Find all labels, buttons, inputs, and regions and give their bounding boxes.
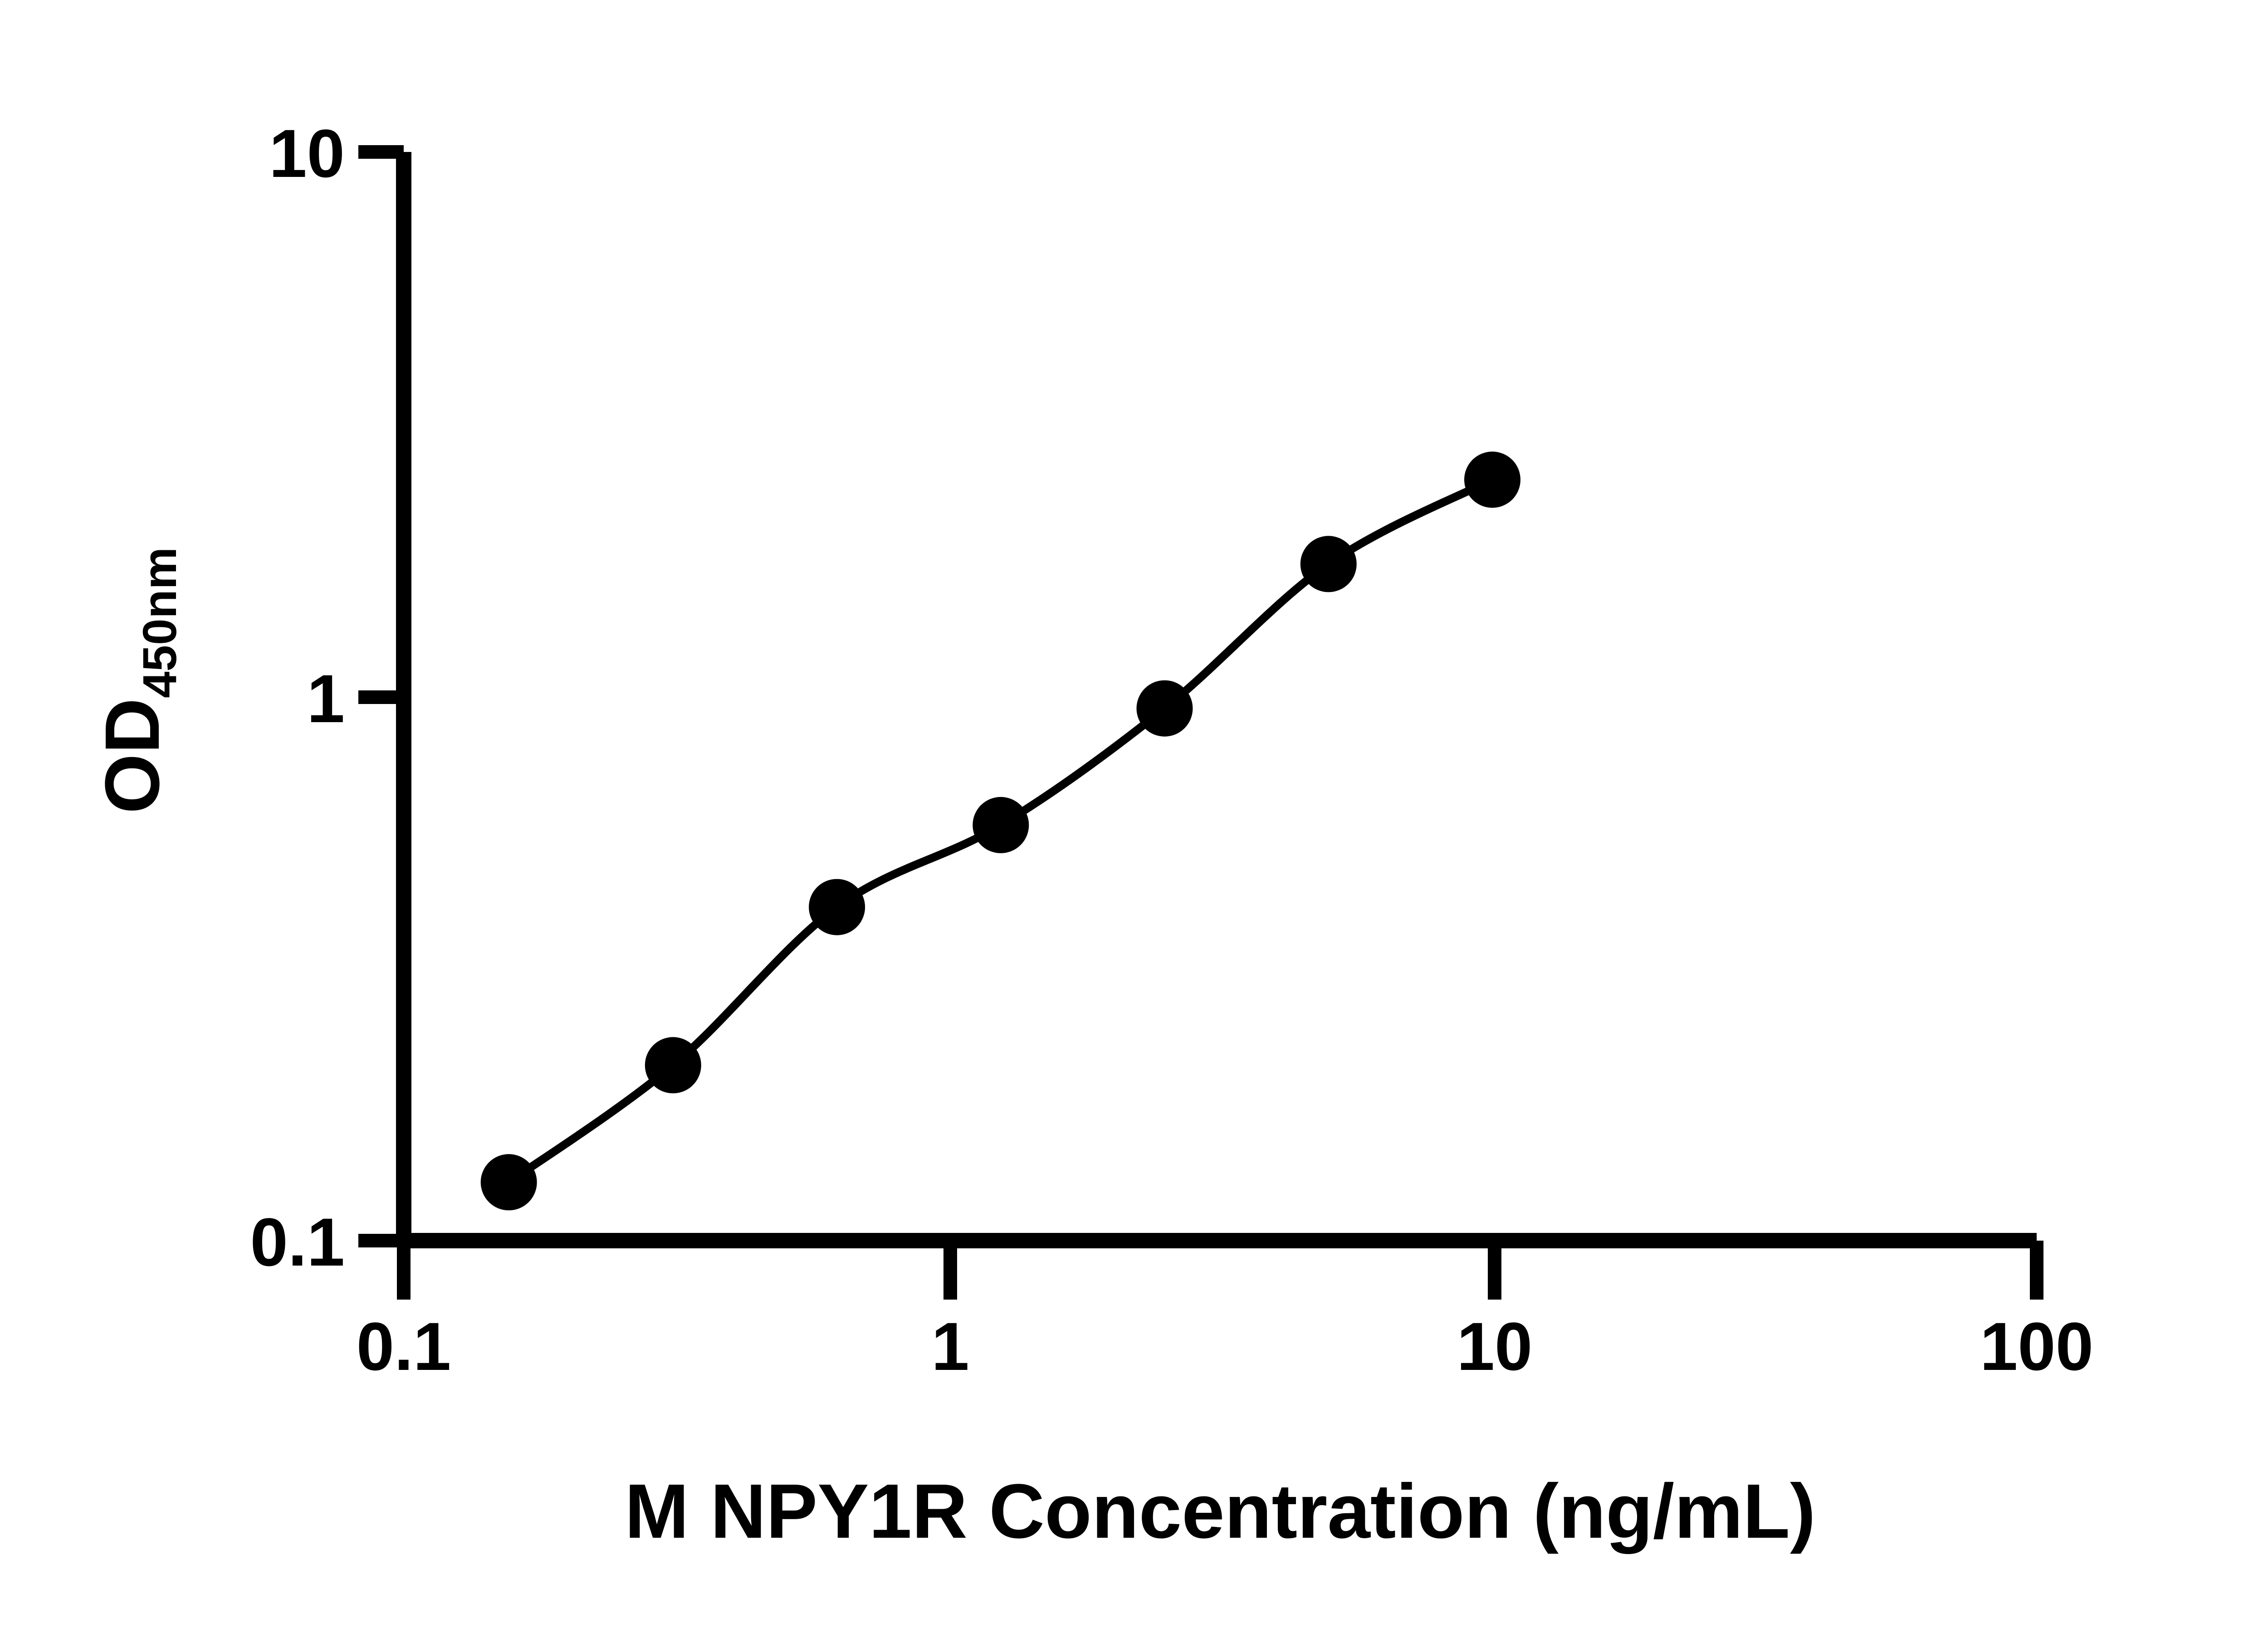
- y-tick-label-10: 10: [269, 115, 345, 191]
- data-point-marker[interactable]: [809, 879, 865, 935]
- data-point-marker[interactable]: [1136, 680, 1193, 737]
- y-axis-title-subscript: 450nm: [133, 547, 186, 698]
- x-axis-title: M NPY1R Concentration (ng/mL): [625, 1468, 1816, 1555]
- data-point-marker[interactable]: [973, 797, 1029, 853]
- data-point-marker[interactable]: [1464, 451, 1520, 508]
- data-series-layer: [480, 451, 1520, 1211]
- y-axis: 10 1 0.1: [250, 115, 411, 1280]
- x-axis: 0.1 1 10 100: [357, 1233, 2093, 1384]
- x-tick-label-1: 1: [931, 1308, 969, 1384]
- y-tick-label-1: 1: [307, 660, 345, 737]
- x-axis-title-text: M NPY1R Concentration (ng/mL): [625, 1468, 1816, 1555]
- x-tick-label-10: 10: [1457, 1308, 1533, 1384]
- x-tick-label-0-1: 0.1: [357, 1308, 451, 1384]
- y-axis-title-text: OD450nm: [89, 547, 186, 814]
- data-point-marker[interactable]: [480, 1154, 537, 1211]
- y-tick-label-0-1: 0.1: [250, 1204, 345, 1280]
- x-tick-label-100: 100: [1980, 1308, 2093, 1384]
- y-axis-title-main: OD: [89, 698, 176, 814]
- data-point-marker[interactable]: [645, 1037, 701, 1094]
- data-point-marker[interactable]: [1300, 536, 1357, 592]
- y-axis-title: OD450nm: [89, 547, 186, 814]
